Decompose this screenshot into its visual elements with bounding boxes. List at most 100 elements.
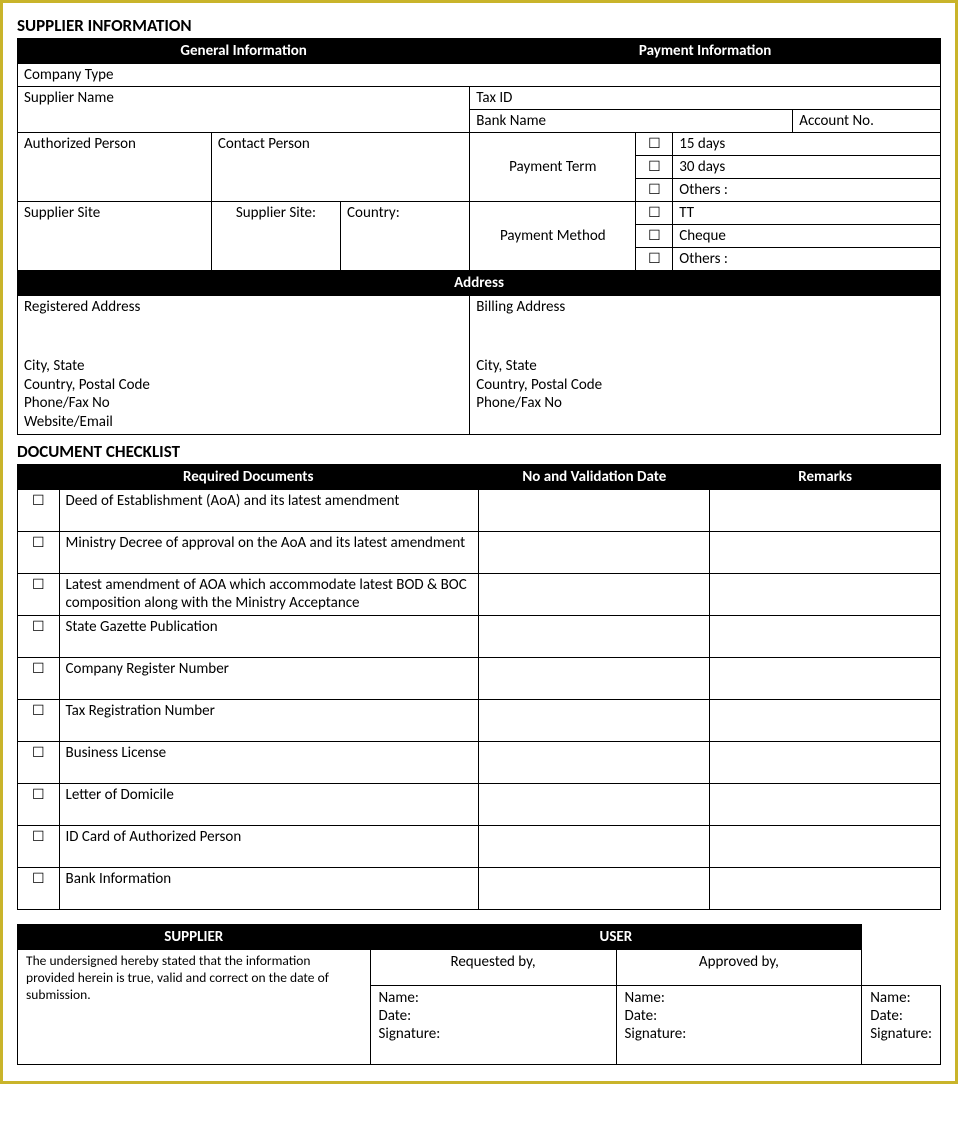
signature-label: Signature: [625,1025,854,1043]
checklist-validation[interactable] [479,489,710,531]
name-label: Name: [870,989,932,1007]
date-label: Date: [379,1007,608,1025]
address-line: City, State [24,357,463,376]
checklist-validation[interactable] [479,657,710,699]
supplier-site2-label: Supplier Site: [211,202,340,271]
billing-address-title: Billing Address [476,298,934,317]
checklist-remarks[interactable] [710,741,941,783]
signature-label: Signature: [870,1025,932,1043]
checklist-validation[interactable] [479,699,710,741]
checklist-remarks[interactable] [710,867,941,909]
checklist-validation[interactable] [479,783,710,825]
checklist-remarks[interactable] [710,657,941,699]
checklist-item: Business License [59,741,479,783]
checklist-item: State Gazette Publication [59,615,479,657]
checklist-item: Tax Registration Number [59,699,479,741]
checklist-col-header: Remarks [710,464,941,489]
address-line: Phone/Fax No [476,394,934,413]
checklist-col-header: Required Documents [18,464,479,489]
payment-info-header: Payment Information [470,39,941,64]
checkbox-icon[interactable]: ☐ [636,133,673,156]
payment-method-option: Others : [673,248,941,271]
payment-method-label: Payment Method [470,202,636,271]
supplier-info-title: SUPPLIER INFORMATION [17,15,941,36]
checkbox-icon[interactable]: ☐ [636,225,673,248]
checkbox-icon[interactable]: ☐ [636,202,673,225]
address-line: City, State [476,357,934,376]
checkbox-icon[interactable]: ☐ [636,156,673,179]
bank-name-label: Bank Name [470,110,793,133]
page: SUPPLIER INFORMATION General Information… [0,0,958,1084]
name-label: Name: [625,989,854,1007]
checklist-validation[interactable] [479,573,710,615]
supplier-site-label: Supplier Site [18,202,212,271]
address-line: Country, Postal Code [476,376,934,395]
address-line: Phone/Fax No [24,394,463,413]
checklist-item: Bank Information [59,867,479,909]
supplier-info-table: General Information Payment Information … [17,38,941,435]
date-label: Date: [870,1007,932,1025]
registered-address-cell: Registered Address City, State Country, … [18,296,470,435]
payment-term-option: 30 days [673,156,941,179]
checklist-remarks[interactable] [710,825,941,867]
authorized-person-label: Authorized Person [18,133,212,202]
signature-label: Signature: [379,1025,608,1043]
checkbox-icon[interactable]: ☐ [18,867,60,909]
signoff-table: SUPPLIER USER The undersigned hereby sta… [17,924,941,1065]
address-line: Country, Postal Code [24,376,463,395]
company-type-label: Company Type [18,64,941,87]
checklist-validation[interactable] [479,825,710,867]
billing-address-cell: Billing Address City, State Country, Pos… [470,296,941,435]
checklist-remarks[interactable] [710,531,941,573]
tax-id-label: Tax ID [470,87,941,110]
checkbox-icon[interactable]: ☐ [636,179,673,202]
checklist-item: Deed of Establishment (AoA) and its late… [59,489,479,531]
checklist-remarks[interactable] [710,783,941,825]
payment-term-option: Others : [673,179,941,202]
user-header: USER [370,924,862,949]
supplier-sign-fields: Name: Date: Signature: [370,985,616,1064]
checkbox-icon[interactable]: ☐ [18,531,60,573]
checkbox-icon[interactable]: ☐ [18,615,60,657]
payment-term-option: 15 days [673,133,941,156]
checklist-item: Company Register Number [59,657,479,699]
checklist-item: ID Card of Authorized Person [59,825,479,867]
checklist-col-header: No and Validation Date [479,464,710,489]
country-label: Country: [341,202,470,271]
contact-person-label: Contact Person [211,133,469,202]
registered-address-title: Registered Address [24,298,463,317]
checkbox-icon[interactable]: ☐ [18,573,60,615]
address-line: Website/Email [24,413,463,432]
checklist-remarks[interactable] [710,615,941,657]
payment-method-option: TT [673,202,941,225]
checklist-remarks[interactable] [710,489,941,531]
checklist-item: Letter of Domicile [59,783,479,825]
checkbox-icon[interactable]: ☐ [18,825,60,867]
requested-by-label: Requested by, [370,949,616,985]
checkbox-icon[interactable]: ☐ [18,741,60,783]
checklist-item: Ministry Decree of approval on the AoA a… [59,531,479,573]
checklist-validation[interactable] [479,531,710,573]
checklist-validation[interactable] [479,867,710,909]
account-no-label: Account No. [793,110,941,133]
checkbox-icon[interactable]: ☐ [18,699,60,741]
checkbox-icon[interactable]: ☐ [636,248,673,271]
checklist-validation[interactable] [479,615,710,657]
checkbox-icon[interactable]: ☐ [18,489,60,531]
checklist-table: Required Documents No and Validation Dat… [17,464,941,910]
approved-by-label: Approved by, [616,949,862,985]
checklist-remarks[interactable] [710,699,941,741]
payment-term-label: Payment Term [470,133,636,202]
address-header: Address [18,271,941,296]
checkbox-icon[interactable]: ☐ [18,657,60,699]
checklist-remarks[interactable] [710,573,941,615]
checklist-title: DOCUMENT CHECKLIST [17,441,941,462]
name-label: Name: [379,989,608,1007]
requested-sign-fields: Name: Date: Signature: [616,985,862,1064]
checkbox-icon[interactable]: ☐ [18,783,60,825]
supplier-header: SUPPLIER [18,924,371,949]
general-info-header: General Information [18,39,470,64]
payment-method-option: Cheque [673,225,941,248]
checklist-validation[interactable] [479,741,710,783]
signoff-statement: The undersigned hereby stated that the i… [18,949,371,1064]
